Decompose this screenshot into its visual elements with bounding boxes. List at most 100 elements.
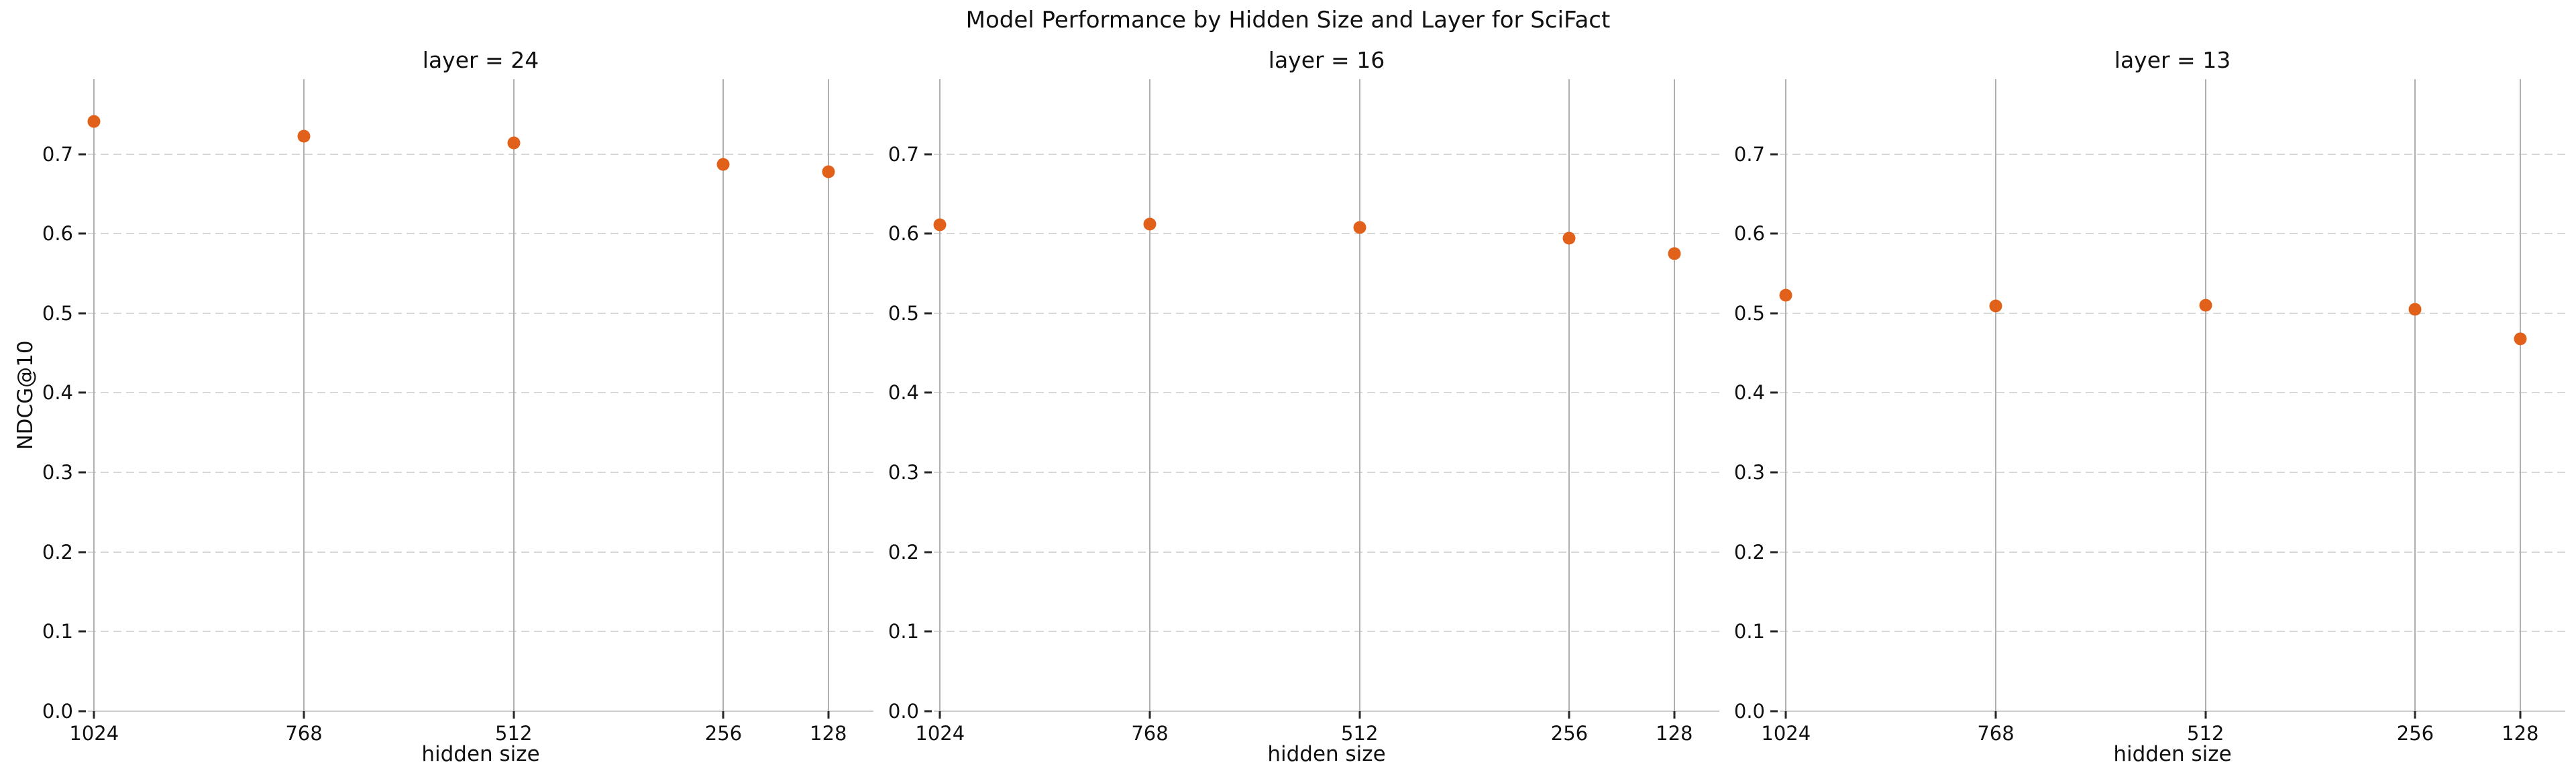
x-tick-label: 768 xyxy=(285,722,323,745)
x-axis-label: hidden size xyxy=(2113,742,2232,766)
facet-title: layer = 24 xyxy=(422,47,539,73)
y-tick-mark xyxy=(1770,630,1778,633)
data-point-hidden-512-layer-13 xyxy=(2199,299,2212,312)
data-point-hidden-512-layer-16 xyxy=(1353,221,1366,234)
y-tick-label: 0.3 xyxy=(1733,461,1765,484)
y-tick-mark xyxy=(924,232,932,235)
y-tick-label: 0.4 xyxy=(888,381,919,405)
x-gridline xyxy=(1149,79,1150,711)
y-tick-label: 0.3 xyxy=(888,461,919,484)
y-gridline xyxy=(1780,631,2565,633)
x-gridline xyxy=(2414,79,2416,711)
x-tick-mark xyxy=(1568,711,1570,719)
facet-title: layer = 13 xyxy=(2114,47,2231,73)
x-tick-label: 256 xyxy=(704,722,743,745)
data-point-hidden-1024-layer-13 xyxy=(1779,289,1792,301)
y-tick-label: 0.7 xyxy=(888,142,919,166)
y-gridline xyxy=(934,631,1719,633)
data-point-hidden-768-layer-24 xyxy=(297,129,311,143)
y-axis-label: NDCG@10 xyxy=(13,340,38,450)
y-tick-mark xyxy=(78,551,86,554)
plot-area: 0.0 0.1 0.2 0.3 0.4 0.5 0.6 0.7 1024 768 512 256 128 xyxy=(888,79,1719,745)
x-tick-mark xyxy=(513,711,515,719)
y-tick-mark xyxy=(78,710,86,713)
y-tick-mark xyxy=(924,710,932,713)
y-tick-mark xyxy=(78,471,86,474)
y-tick-label: 0.1 xyxy=(888,620,919,643)
x-tick-label: 1024 xyxy=(69,722,119,745)
y-gridline xyxy=(88,233,873,235)
y-tick-label: 0.2 xyxy=(888,540,919,564)
x-gridline xyxy=(2204,79,2206,711)
x-gridline xyxy=(2519,79,2521,711)
data-point-hidden-256-layer-24 xyxy=(716,158,730,171)
x-gridline xyxy=(827,79,829,711)
y-tick-label: 0.4 xyxy=(1733,381,1765,405)
y-gridline xyxy=(1780,233,2565,235)
y-tick-label: 0.5 xyxy=(42,301,73,325)
x-gridline xyxy=(513,79,515,711)
x-tick-label: 768 xyxy=(1131,722,1169,745)
y-tick-mark xyxy=(78,391,86,394)
x-gridline xyxy=(1785,79,1787,711)
y-tick-mark xyxy=(78,630,86,633)
y-tick-label: 0.6 xyxy=(42,222,73,246)
data-point-hidden-512-layer-24 xyxy=(507,136,521,150)
x-tick-label: 512 xyxy=(2187,722,2224,745)
y-tick-mark xyxy=(1770,232,1778,235)
x-tick-mark xyxy=(1673,711,1676,719)
y-tick-mark xyxy=(924,312,932,315)
data-point-hidden-1024-layer-16 xyxy=(933,218,947,231)
x-gridline xyxy=(1358,79,1360,711)
data-point-hidden-768-layer-13 xyxy=(1989,299,2002,313)
y-tick-label: 0.2 xyxy=(1733,540,1765,564)
x-axis-line xyxy=(934,711,1719,712)
y-tick-mark xyxy=(1770,471,1778,474)
x-tick-label: 128 xyxy=(1656,722,1693,745)
plot-area: 0.0 0.1 0.2 0.3 0.4 0.5 0.6 0.7 1024 768 512 256 128 xyxy=(1734,79,2565,745)
y-tick-mark xyxy=(924,551,932,554)
data-point-hidden-1024-layer-24 xyxy=(87,115,101,128)
x-gridline xyxy=(1568,79,1570,711)
y-gridline xyxy=(934,551,1719,553)
x-tick-mark xyxy=(827,711,830,719)
y-tick-label: 0.0 xyxy=(42,700,73,723)
y-tick-label: 0.6 xyxy=(888,222,919,246)
data-point-hidden-128-layer-13 xyxy=(2514,332,2527,346)
x-tick-label: 256 xyxy=(1550,722,1589,745)
y-gridline xyxy=(934,472,1719,474)
x-tick-label: 768 xyxy=(1977,722,2015,745)
y-gridline xyxy=(934,392,1719,394)
y-tick-label: 0.5 xyxy=(1733,301,1765,325)
x-gridline xyxy=(93,79,95,711)
y-tick-label: 0.7 xyxy=(42,142,73,166)
x-tick-mark xyxy=(2414,711,2416,719)
x-tick-label: 256 xyxy=(2396,722,2434,745)
y-tick-label: 0.5 xyxy=(888,301,919,325)
y-gridline xyxy=(88,153,873,155)
y-tick-mark xyxy=(924,391,932,394)
y-tick-mark xyxy=(1770,312,1778,315)
y-gridline xyxy=(1780,312,2565,314)
x-tick-label: 512 xyxy=(1341,722,1379,745)
x-tick-label: 512 xyxy=(495,722,533,745)
x-tick-mark xyxy=(1148,711,1151,719)
y-tick-label: 0.4 xyxy=(42,381,73,405)
x-tick-mark xyxy=(93,711,95,719)
x-tick-mark xyxy=(2519,711,2522,719)
x-tick-mark xyxy=(2204,711,2207,719)
y-gridline xyxy=(1780,392,2565,394)
facet-title: layer = 16 xyxy=(1268,47,1385,73)
y-tick-mark xyxy=(1770,153,1778,156)
x-tick-mark xyxy=(938,711,941,719)
x-gridline xyxy=(1673,79,1675,711)
y-tick-mark xyxy=(78,232,86,235)
data-point-hidden-128-layer-16 xyxy=(1668,247,1681,260)
data-point-hidden-256-layer-13 xyxy=(2408,303,2422,316)
data-point-hidden-128-layer-24 xyxy=(822,165,835,178)
y-tick-label: 0.3 xyxy=(42,461,73,484)
x-tick-mark xyxy=(1784,711,1787,719)
y-tick-label: 0.1 xyxy=(42,620,73,643)
x-gridline xyxy=(939,79,941,711)
y-gridline xyxy=(934,153,1719,155)
